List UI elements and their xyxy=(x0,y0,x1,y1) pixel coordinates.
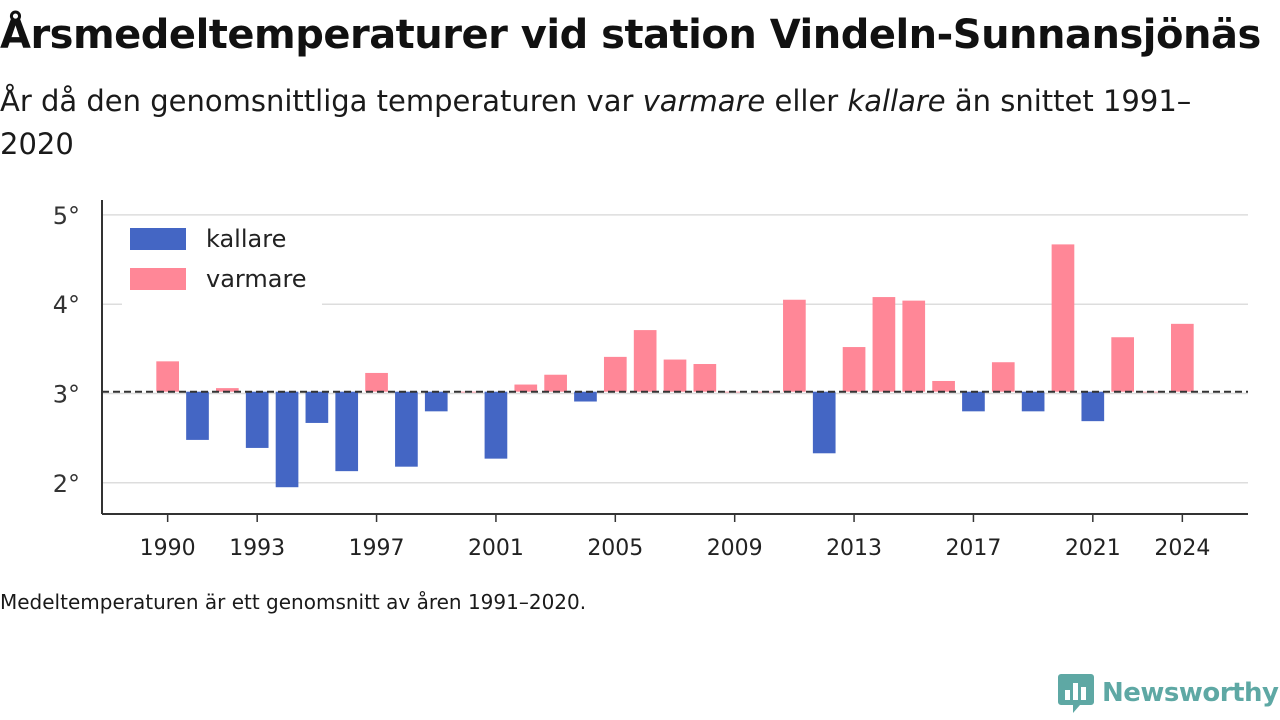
y-tick-label: 2° xyxy=(53,470,80,498)
bar-2022 xyxy=(1111,337,1134,392)
bar-1995 xyxy=(305,391,329,423)
bar-2002 xyxy=(514,384,538,392)
x-tick-label: 1997 xyxy=(349,536,405,561)
bar-2021 xyxy=(1081,391,1105,422)
x-tick-label: 1990 xyxy=(140,536,196,561)
bar-2019 xyxy=(1021,391,1045,412)
bar-2011 xyxy=(783,299,806,392)
subtitle-part3: än snittet 1991–2020 xyxy=(0,84,1192,161)
newsworthy-logo-icon xyxy=(1058,674,1094,713)
legend-swatch-kallare xyxy=(130,228,186,250)
chart-note: Medeltemperaturen är ett genomsnitt av å… xyxy=(0,590,587,614)
subtitle-part1: År då den genomsnittliga temperaturen va… xyxy=(0,84,643,118)
chart-subtitle: År då den genomsnittliga temperaturen va… xyxy=(0,80,1240,166)
x-tick-label: 2001 xyxy=(468,536,524,561)
bar-1999 xyxy=(424,391,448,412)
bar-2008 xyxy=(693,364,717,392)
bar-1996 xyxy=(335,391,359,472)
x-tick-label: 2005 xyxy=(587,536,643,561)
bar-1991 xyxy=(186,391,209,440)
x-tick-label: 2009 xyxy=(707,536,763,561)
x-tick-label: 2021 xyxy=(1065,536,1121,561)
newsworthy-logo-text: Newsworthy xyxy=(1102,678,1279,708)
bar-chart: 2° 3° 4° 5° 1990 1993 1997 2001 2005 2009 2013 2017… xyxy=(53,200,1248,561)
bar-2020 xyxy=(1051,244,1075,392)
subtitle-cold-word: kallare xyxy=(847,84,946,118)
bar-1990 xyxy=(156,361,179,392)
x-tick-label: 2024 xyxy=(1154,536,1210,561)
y-tick-label: 5° xyxy=(53,202,80,230)
bar-2024 xyxy=(1171,323,1194,392)
y-tick-label: 4° xyxy=(53,291,80,319)
bar-1998 xyxy=(395,391,418,467)
bar-2017 xyxy=(962,391,985,412)
legend-label-varmare: varmare xyxy=(206,265,307,293)
y-tick-label: 3° xyxy=(53,380,80,408)
bar-1993 xyxy=(245,391,269,448)
bar-2003 xyxy=(544,374,567,392)
x-tick-label: 2013 xyxy=(826,536,882,561)
bar-1994 xyxy=(275,391,299,488)
x-tick-label: 2017 xyxy=(945,536,1001,561)
subtitle-part2: eller xyxy=(765,84,848,118)
newsworthy-logo: Newsworthy xyxy=(1058,671,1279,715)
bar-2005 xyxy=(603,356,627,392)
chart-title: Årsmedeltemperaturer vid station Vindeln… xyxy=(0,12,1261,58)
bar-1997 xyxy=(365,372,388,392)
bar-1992 xyxy=(216,388,239,392)
bar-2007 xyxy=(663,359,687,392)
bar-2014 xyxy=(872,297,896,392)
bar-2006 xyxy=(633,330,657,392)
bar-2015 xyxy=(902,300,926,392)
x-tick-label: 1993 xyxy=(229,536,285,561)
bar-2012 xyxy=(812,391,836,454)
legend-label-kallare: kallare xyxy=(206,225,286,253)
bar-2004 xyxy=(574,391,597,402)
legend-swatch-varmare xyxy=(130,268,186,290)
bar-2001 xyxy=(484,391,508,459)
subtitle-warm-word: varmare xyxy=(642,84,766,118)
bar-2016 xyxy=(932,380,955,392)
bar-2018 xyxy=(991,362,1015,392)
bar-2013 xyxy=(842,347,866,392)
